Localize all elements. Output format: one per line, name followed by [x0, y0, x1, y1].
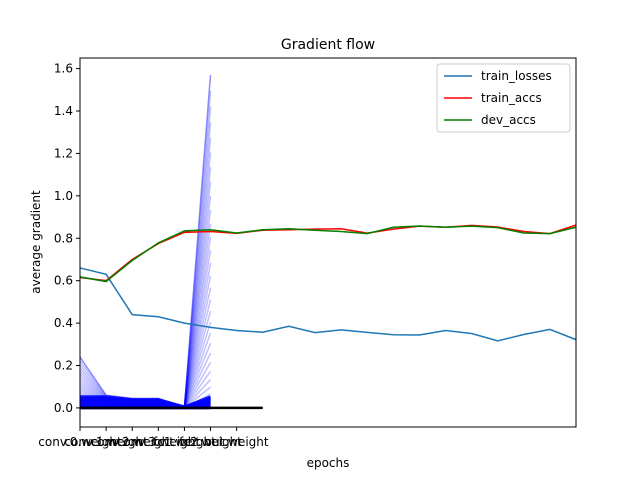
- y-tick-label: 1.0: [54, 189, 73, 203]
- plot-frame: [79, 57, 577, 428]
- y-axis-label: average gradient: [29, 190, 43, 294]
- x-tick-label: conv.0.weight: [38, 435, 122, 449]
- gradient-line: [80, 395, 212, 409]
- x-tick-label: conv.1.weight: [64, 435, 148, 449]
- legend-label: train_accs: [481, 91, 542, 105]
- series-line-train_accs: [79, 224, 577, 282]
- x-tick-label: conv.3.weight: [117, 435, 201, 449]
- y-tick-label: 0.4: [54, 316, 73, 330]
- y-tick-label: 1.4: [54, 104, 73, 118]
- series-line-train_losses: [79, 267, 577, 342]
- plot-area: [79, 74, 577, 410]
- chart-title: Gradient flow: [281, 37, 375, 53]
- x-tick-label: fc1.weight: [153, 435, 216, 449]
- x-axis: conv.0.weightconv.1.weightconv.2.weightc…: [38, 427, 269, 449]
- x-tick-label: out.weight: [205, 435, 269, 449]
- legend-label: dev_accs: [481, 113, 536, 127]
- y-tick-label: 0.8: [54, 231, 73, 245]
- legend: train_losses train_accs dev_accs: [436, 63, 571, 133]
- y-tick-label: 0.0: [54, 401, 73, 415]
- y-tick-label: 0.2: [54, 359, 73, 373]
- legend-box: [436, 63, 571, 133]
- x-axis-label: epochs: [307, 456, 350, 470]
- y-tick-label: 1.2: [54, 146, 73, 160]
- y-tick-label: 1.6: [54, 62, 73, 76]
- series-line-dev_accs: [79, 225, 577, 283]
- y-tick-label: 0.6: [54, 274, 73, 288]
- x-tick-label: conv.2.weight: [90, 435, 174, 449]
- x-tick-label: fc2.weight: [179, 435, 242, 449]
- legend-label: train_losses: [481, 69, 552, 83]
- y-axis: 0.0 0.2 0.4 0.6 0.8 1.0 1.2 1.4 1.6: [54, 62, 80, 415]
